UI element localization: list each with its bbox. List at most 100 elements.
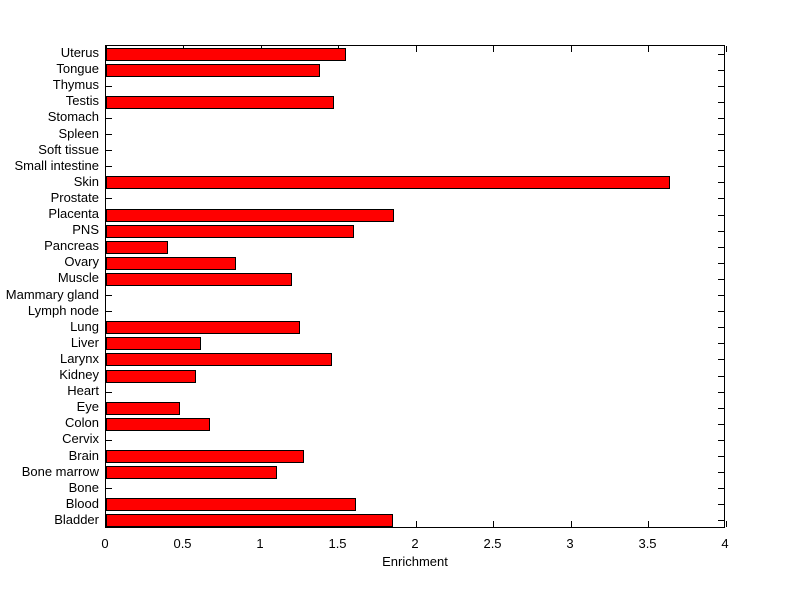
y-tick-label: Small intestine: [14, 157, 99, 173]
y-tick-label: Eye: [76, 399, 99, 415]
y-tick-label: Stomach: [47, 109, 99, 125]
bar-bladder: [106, 514, 393, 528]
y-tick-right: [718, 472, 724, 474]
bar-pns: [106, 224, 354, 238]
y-tick-left: [106, 166, 112, 168]
bar-eye: [106, 401, 181, 415]
y-tick-label: Liver: [70, 334, 99, 350]
y-tick-label: Blood: [65, 495, 99, 511]
y-tick-left: [106, 295, 112, 297]
y-tick-left: [106, 150, 112, 152]
bar-uterus: [106, 47, 347, 61]
y-tick-right: [718, 343, 724, 345]
x-tick-label: 3.5: [638, 536, 657, 551]
bar-muscle: [106, 272, 292, 286]
x-tick-bottom: [493, 521, 494, 527]
bar-kidney: [106, 369, 196, 383]
y-tick-right: [718, 520, 724, 522]
y-tick-left: [106, 85, 112, 87]
y-tick-right: [718, 327, 724, 329]
y-tick-label: Bone: [68, 479, 99, 495]
bar-lung: [106, 321, 300, 335]
x-tick-label: 2: [411, 536, 419, 551]
y-tick-label: Bone marrow: [21, 463, 99, 479]
x-axis-label: Enrichment: [382, 554, 448, 569]
y-tick-label: Mammary gland: [5, 286, 99, 302]
y-tick-right: [718, 117, 724, 119]
y-tick-left: [106, 134, 112, 136]
y-tick-right: [718, 504, 724, 506]
y-tick-label: Spleen: [58, 125, 99, 141]
bar-larynx: [106, 353, 333, 367]
y-tick-right: [718, 262, 724, 264]
y-tick-left: [106, 439, 112, 441]
x-tick-label: 3: [566, 536, 574, 551]
x-tick-label: 0: [101, 536, 109, 551]
y-tick-right: [718, 198, 724, 200]
y-tick-left: [106, 391, 112, 393]
y-tick-left: [106, 117, 112, 119]
x-tick-label: 1: [256, 536, 264, 551]
y-tick-right: [718, 375, 724, 377]
y-tick-label: Lung: [70, 318, 99, 334]
y-tick-label: Heart: [67, 383, 99, 399]
y-tick-label: Skin: [73, 173, 99, 189]
x-tick-bottom: [415, 521, 417, 527]
y-tick-label: PNS: [72, 222, 99, 238]
y-tick-label: Kidney: [59, 367, 99, 383]
y-tick-label: Tongue: [56, 61, 99, 77]
y-tick-right: [718, 391, 724, 393]
plot-area: [105, 45, 727, 528]
y-tick-left: [106, 311, 112, 313]
y-tick-right: [718, 423, 724, 425]
y-tick-right: [718, 182, 724, 184]
y-tick-right: [718, 456, 724, 458]
x-tick-label: 1.5: [328, 536, 347, 551]
y-tick-label: Thymus: [52, 77, 99, 93]
y-tick-right: [718, 85, 724, 87]
x-tick-bottom: [570, 521, 572, 527]
y-tick-label: Larynx: [59, 350, 99, 366]
x-tick-bottom: [725, 521, 727, 527]
y-tick-label: Muscle: [57, 270, 99, 286]
y-tick-right: [718, 407, 724, 409]
y-tick-right: [718, 311, 724, 313]
bar-tongue: [106, 63, 320, 77]
bar-placenta: [106, 208, 395, 222]
y-tick-right: [718, 69, 724, 71]
y-tick-right: [718, 134, 724, 136]
y-tick-right: [718, 439, 724, 441]
y-tick-label: Uterus: [60, 45, 99, 61]
y-tick-label: Brain: [68, 447, 99, 463]
y-tick-right: [718, 150, 724, 152]
bar-ovary: [106, 256, 237, 270]
y-tick-label: Colon: [65, 415, 99, 431]
y-tick-label: Soft tissue: [38, 141, 99, 157]
x-tick-bottom: [648, 521, 649, 527]
y-tick-label: Prostate: [50, 189, 99, 205]
y-tick-right: [718, 53, 724, 55]
x-tick-top: [493, 46, 494, 52]
x-tick-label: 4: [721, 536, 729, 551]
y-tick-label: Ovary: [64, 254, 99, 270]
y-tick-right: [718, 230, 724, 232]
y-tick-label: Testis: [65, 93, 99, 109]
bar-colon: [106, 417, 210, 431]
y-tick-right: [718, 166, 724, 168]
x-tick-top: [725, 46, 727, 52]
y-tick-right: [718, 214, 724, 216]
bar-skin: [106, 176, 671, 190]
bar-blood: [106, 498, 356, 512]
y-tick-label: Lymph node: [27, 302, 99, 318]
bar-testis: [106, 95, 334, 109]
y-tick-label: Placenta: [48, 206, 99, 222]
x-tick-top: [415, 46, 417, 52]
bar-liver: [106, 337, 201, 351]
y-tick-right: [718, 278, 724, 280]
x-tick-top: [648, 46, 649, 52]
bar-pancreas: [106, 240, 168, 254]
bar-brain: [106, 450, 305, 464]
y-tick-right: [718, 295, 724, 297]
y-tick-left: [106, 488, 112, 490]
